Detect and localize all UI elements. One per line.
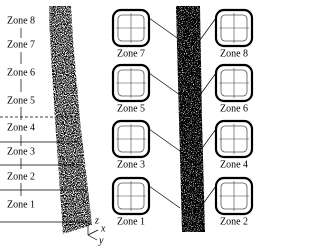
leader-line — [148, 128, 181, 152]
cross-section-panel: Zone 8 — [199, 8, 254, 59]
cross-section-panel: Zone 3 — [111, 119, 181, 170]
axis-label: z — [94, 215, 99, 226]
panel-label: Zone 5 — [117, 103, 145, 114]
tower — [49, 6, 92, 234]
cross-section-panel: Zone 2 — [199, 176, 254, 227]
axis-triad — [87, 222, 99, 241]
leader-line — [199, 72, 217, 96]
cross-section-strip — [176, 6, 205, 232]
panel-label: Zone 7 — [117, 48, 145, 59]
zone-label: Zone 5 — [7, 95, 35, 106]
panel-label: Zone 2 — [220, 216, 248, 227]
zone-label: Zone 8 — [7, 15, 35, 26]
panel-label: Zone 4 — [220, 159, 248, 170]
zone-label: Zone 3 — [7, 146, 35, 157]
cross-section-panel: Zone 4 — [199, 119, 254, 170]
leader-line — [199, 128, 217, 152]
zone-label: Zone 1 — [7, 199, 35, 210]
leader-line — [199, 17, 217, 41]
panel-label: Zone 3 — [117, 159, 145, 170]
axis-label: y — [98, 235, 104, 246]
zone-label: Zone 2 — [7, 171, 35, 182]
leader-line — [148, 72, 181, 96]
cross-section-panel: Zone 1 — [111, 176, 181, 227]
zone-label: Zone 4 — [7, 122, 35, 133]
panel-label: Zone 6 — [220, 103, 248, 114]
cross-section-panel: Zone 6 — [199, 63, 254, 114]
leader-line — [148, 17, 181, 41]
panel-label: Zone 8 — [220, 48, 248, 59]
axis-label: x — [100, 223, 106, 234]
zone-label: Zone 7 — [7, 39, 35, 50]
zone-boundaries — [0, 116, 90, 223]
leader-line — [199, 185, 217, 209]
zone-label: Zone 6 — [7, 67, 35, 78]
cross-section-panel: Zone 5 — [111, 63, 181, 114]
cross-section-panel: Zone 7 — [111, 8, 181, 59]
diagram: Zone 8 Zone 7 Zone 6 Zone 5 Zone 4 Zone 3 Zone… — [0, 6, 254, 246]
leader-line — [148, 185, 181, 209]
panel-label: Zone 1 — [117, 216, 145, 227]
